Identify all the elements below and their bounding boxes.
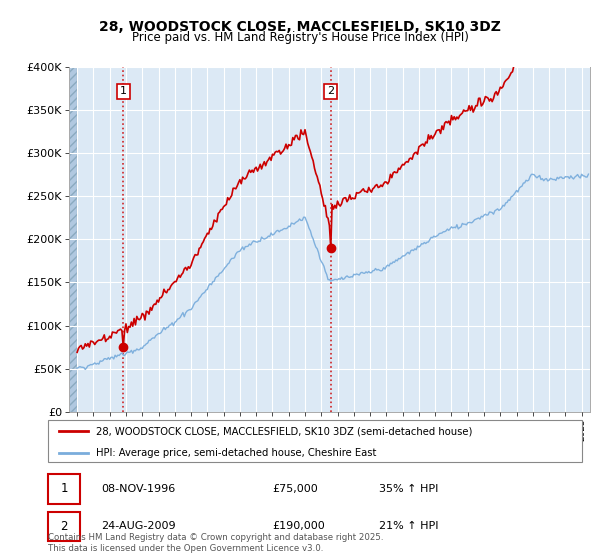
Text: 28, WOODSTOCK CLOSE, MACCLESFIELD, SK10 3DZ: 28, WOODSTOCK CLOSE, MACCLESFIELD, SK10 … [99, 20, 501, 34]
Text: £190,000: £190,000 [272, 521, 325, 531]
Text: 28, WOODSTOCK CLOSE, MACCLESFIELD, SK10 3DZ (semi-detached house): 28, WOODSTOCK CLOSE, MACCLESFIELD, SK10 … [96, 426, 472, 436]
Text: £75,000: £75,000 [272, 484, 318, 494]
Text: 2: 2 [60, 520, 68, 533]
Text: 21% ↑ HPI: 21% ↑ HPI [379, 521, 439, 531]
Text: HPI: Average price, semi-detached house, Cheshire East: HPI: Average price, semi-detached house,… [96, 448, 376, 458]
Text: 35% ↑ HPI: 35% ↑ HPI [379, 484, 439, 494]
FancyBboxPatch shape [48, 420, 582, 462]
Text: Price paid vs. HM Land Registry's House Price Index (HPI): Price paid vs. HM Land Registry's House … [131, 31, 469, 44]
Text: 24-AUG-2009: 24-AUG-2009 [101, 521, 176, 531]
Text: 1: 1 [120, 86, 127, 96]
Text: Contains HM Land Registry data © Crown copyright and database right 2025.
This d: Contains HM Land Registry data © Crown c… [48, 533, 383, 553]
FancyBboxPatch shape [48, 511, 80, 542]
Text: 08-NOV-1996: 08-NOV-1996 [101, 484, 176, 494]
Text: 2: 2 [327, 86, 334, 96]
FancyBboxPatch shape [48, 474, 80, 503]
Text: 1: 1 [60, 482, 68, 495]
